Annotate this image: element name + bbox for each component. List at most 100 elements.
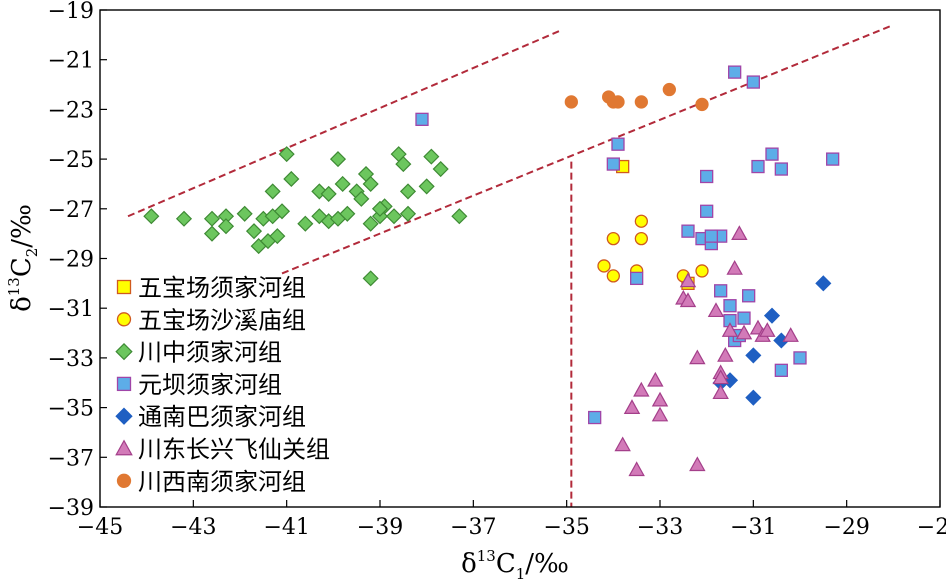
data-point xyxy=(245,223,263,240)
data-point xyxy=(695,264,709,278)
data-point xyxy=(362,175,379,192)
data-point xyxy=(611,95,625,109)
data-point xyxy=(597,259,611,273)
data-point xyxy=(217,218,235,235)
data-point xyxy=(399,183,417,200)
y-tick-label: −25 xyxy=(48,148,94,173)
legend-marker xyxy=(115,342,133,361)
data-point xyxy=(203,210,221,227)
data-point xyxy=(651,406,669,422)
x-axis-title-base: δ xyxy=(461,549,477,579)
legend-item: 元坝须家河组 xyxy=(116,371,282,399)
x-axis-title-sup: 13 xyxy=(477,547,496,565)
data-point xyxy=(746,75,760,89)
plot-area xyxy=(127,23,894,507)
data-point xyxy=(395,156,412,173)
y-tick-label: −33 xyxy=(48,347,94,372)
axes: −45 −43 −41 −39 −37 −35 −33 −31 −29 −27 −19 −21 −23 −… xyxy=(48,0,946,540)
legend-item: 五宝场须家河组 xyxy=(116,274,306,302)
y-tick-label: −27 xyxy=(48,198,94,223)
data-point xyxy=(451,208,468,225)
legend-label: 通南巴须家河组 xyxy=(138,403,306,431)
data-point xyxy=(793,351,807,365)
legend-label: 五宝场沙溪庙组 xyxy=(138,306,306,334)
data-point xyxy=(634,231,648,246)
y-tick-label: −21 xyxy=(48,49,94,74)
data-point xyxy=(278,146,295,163)
data-point xyxy=(689,349,706,365)
data-point xyxy=(714,284,728,298)
x-tick-label: −31 xyxy=(730,515,776,540)
data-point xyxy=(611,137,625,151)
y-tick-label: −35 xyxy=(48,397,94,422)
data-point xyxy=(628,461,645,477)
series-7 xyxy=(564,82,709,112)
legend-item: 川东长兴飞仙关组 xyxy=(115,436,330,464)
data-point xyxy=(745,389,762,406)
data-point xyxy=(633,381,650,397)
data-point xyxy=(362,270,379,287)
data-point xyxy=(695,97,709,112)
legend-marker xyxy=(115,439,133,456)
y-tick-label: −23 xyxy=(48,98,94,123)
y-tick-label: −37 xyxy=(48,446,94,471)
data-point xyxy=(143,208,160,225)
x-tick-label: −43 xyxy=(170,515,216,540)
data-point xyxy=(283,170,300,188)
y-tick-label: −29 xyxy=(48,248,94,273)
legend-marker xyxy=(116,473,132,488)
data-point xyxy=(826,152,840,166)
data-point xyxy=(681,224,695,238)
data-point xyxy=(329,151,347,168)
legend-label: 川西南须家河组 xyxy=(138,468,306,496)
data-point xyxy=(723,299,737,313)
data-point xyxy=(371,200,389,217)
y-tick-label: −31 xyxy=(48,297,94,322)
x-axis-title-main: C xyxy=(496,549,516,579)
legend-label: 元坝须家河组 xyxy=(138,371,282,399)
data-point xyxy=(700,169,714,184)
legend-item: 通南巴须家河组 xyxy=(115,403,306,431)
y-axis-title-unit: /‰ xyxy=(7,204,37,248)
data-point xyxy=(432,160,449,178)
y-axis-title-sup: 13 xyxy=(5,277,23,296)
data-point xyxy=(334,175,351,192)
data-point xyxy=(623,399,641,414)
data-point xyxy=(418,178,435,195)
lower-dashed-line xyxy=(281,23,894,275)
series-2 xyxy=(597,214,709,283)
data-point xyxy=(236,205,253,222)
data-point xyxy=(774,363,788,377)
series-4 xyxy=(415,65,840,425)
plot-frame xyxy=(99,9,941,508)
data-point xyxy=(774,162,788,176)
data-point xyxy=(203,225,221,242)
x-tick-label: −35 xyxy=(543,515,589,540)
data-point xyxy=(751,159,765,174)
data-point xyxy=(606,157,620,171)
data-point xyxy=(726,260,743,275)
y-axis-title-main: C xyxy=(7,257,37,277)
data-point xyxy=(689,456,706,472)
series-5 xyxy=(712,275,832,406)
data-point xyxy=(385,208,403,225)
data-point xyxy=(339,205,356,222)
data-point xyxy=(745,347,762,364)
legend-marker xyxy=(116,312,132,327)
upper-dashed-line xyxy=(127,28,563,218)
legend-item: 川中须家河组 xyxy=(115,339,282,367)
data-point xyxy=(362,215,379,232)
data-point xyxy=(728,65,742,79)
data-point xyxy=(297,215,314,232)
legend-item: 川西南须家河组 xyxy=(116,468,306,496)
y-axis-title-base: δ xyxy=(7,296,37,312)
legend-marker xyxy=(116,279,132,295)
data-point xyxy=(353,190,370,207)
legend-item: 五宝场沙溪庙组 xyxy=(116,306,306,334)
data-point xyxy=(614,436,631,452)
data-point xyxy=(815,275,832,292)
x-axis-title-unit: /‰ xyxy=(525,549,569,579)
data-point xyxy=(634,214,648,228)
series-6 xyxy=(614,225,799,477)
